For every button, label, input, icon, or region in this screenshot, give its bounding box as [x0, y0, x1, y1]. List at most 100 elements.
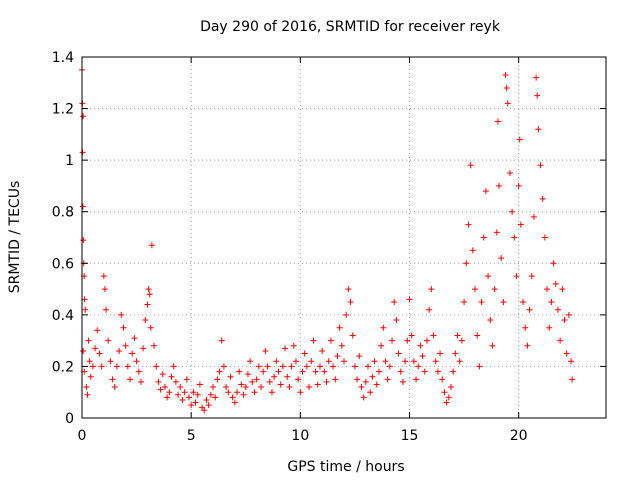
data-point — [334, 353, 341, 360]
data-point — [306, 384, 313, 391]
data-point — [428, 286, 435, 293]
data-point — [151, 342, 158, 349]
data-point — [537, 162, 544, 169]
y-tick-label: 1 — [65, 153, 74, 169]
data-point — [127, 376, 134, 383]
data-point — [100, 273, 107, 280]
data-point — [506, 170, 513, 177]
y-tick-label: 0.4 — [52, 308, 74, 324]
data-point — [404, 337, 411, 344]
x-tick-label: 20 — [510, 428, 528, 444]
data-point — [207, 391, 214, 398]
data-point — [447, 384, 454, 391]
data-point — [504, 100, 511, 107]
y-tick-label: 0.2 — [52, 359, 74, 375]
data-point — [120, 324, 127, 331]
data-point — [498, 255, 505, 262]
data-point — [325, 358, 332, 365]
data-point — [308, 358, 315, 365]
data-point — [434, 368, 441, 375]
data-point — [360, 394, 367, 401]
data-point — [249, 378, 256, 385]
y-tick-label: 1.2 — [52, 102, 74, 118]
data-point — [80, 113, 87, 120]
y-tick-labels: 0 0.2 0.4 0.6 0.8 1 1.2 1.4 — [52, 50, 74, 427]
data-point — [144, 301, 151, 308]
data-point — [251, 389, 258, 396]
data-point — [181, 389, 188, 396]
data-point — [153, 363, 160, 370]
data-point — [161, 384, 168, 391]
data-point — [406, 296, 413, 303]
data-point — [295, 376, 302, 383]
x-tick-labels: 0 5 10 15 20 — [78, 428, 528, 444]
data-point — [550, 260, 557, 267]
data-point — [129, 350, 136, 357]
data-point — [330, 363, 337, 370]
data-point — [80, 237, 87, 244]
data-point — [474, 332, 481, 339]
data-point — [467, 162, 474, 169]
data-point — [563, 350, 570, 357]
x-tick-label: 15 — [401, 428, 419, 444]
data-point — [430, 332, 437, 339]
data-point — [528, 273, 535, 280]
data-point — [229, 394, 236, 401]
data-point — [496, 182, 503, 189]
data-point — [546, 324, 553, 331]
data-point — [533, 74, 540, 81]
data-point — [109, 376, 116, 383]
data-point — [373, 381, 380, 388]
x-axis-label: GPS time / hours — [287, 459, 404, 475]
data-point — [378, 342, 385, 349]
data-point — [380, 324, 387, 331]
data-point — [203, 396, 210, 403]
data-point — [94, 327, 101, 334]
data-point — [212, 394, 219, 401]
data-point — [356, 353, 363, 360]
data-point — [493, 229, 500, 236]
data-point — [89, 363, 96, 370]
data-point — [552, 280, 559, 287]
data-point — [225, 389, 232, 396]
data-point — [472, 286, 478, 293]
data-point — [214, 376, 221, 383]
data-point — [260, 368, 267, 375]
data-point — [415, 363, 422, 370]
data-point — [509, 208, 516, 215]
data-point — [258, 384, 265, 391]
data-point — [244, 371, 251, 378]
data-point — [476, 363, 483, 370]
y-axis-label: SRMTID / TECUs — [7, 181, 23, 294]
data-point — [358, 384, 365, 391]
data-point — [454, 332, 461, 339]
data-point — [155, 378, 162, 385]
data-point — [417, 342, 424, 349]
data-point — [362, 378, 369, 385]
data-point — [458, 337, 465, 344]
data-point — [82, 306, 89, 313]
data-point — [227, 373, 234, 380]
data-point — [220, 363, 227, 370]
data-point — [413, 376, 420, 383]
data-point — [402, 358, 409, 365]
data-point — [87, 373, 94, 380]
data-point — [188, 402, 195, 409]
data-point — [177, 384, 184, 391]
data-point — [494, 118, 501, 125]
data-point — [341, 358, 347, 365]
data-point — [268, 389, 275, 396]
data-point — [450, 368, 457, 375]
data-point — [231, 399, 238, 406]
data-point — [389, 337, 396, 344]
data-point — [196, 381, 203, 388]
x-tick-label: 0 — [78, 428, 87, 444]
data-point — [548, 298, 555, 305]
data-point — [393, 317, 400, 324]
y-tick-label: 0.6 — [52, 256, 74, 272]
data-point — [367, 389, 374, 396]
data-point — [520, 298, 527, 305]
data-point — [491, 286, 498, 293]
data-point — [101, 286, 108, 293]
